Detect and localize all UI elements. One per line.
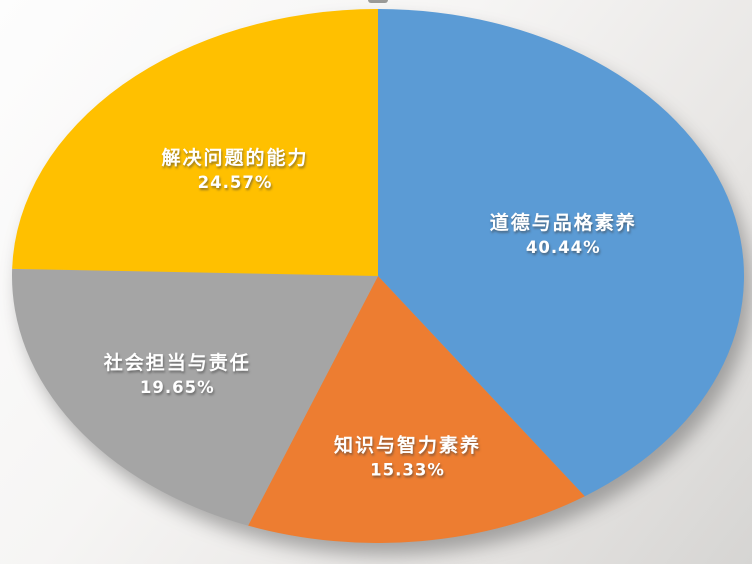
slice-percent: 19.65% bbox=[140, 378, 215, 397]
slice-label: 知识与智力素养 bbox=[334, 433, 481, 456]
slice-label: 道德与品格素养 bbox=[490, 211, 637, 234]
slice-percent: 24.57% bbox=[198, 173, 273, 192]
slice-label: 解决问题的能力 bbox=[161, 146, 308, 169]
slice-label: 社会担当与责任 bbox=[103, 351, 251, 374]
pie-slice-4 bbox=[12, 9, 378, 276]
pie-slice-3 bbox=[11, 268, 379, 526]
pie-slice-2 bbox=[248, 276, 585, 543]
cropped-title-artifact bbox=[368, 0, 388, 3]
slice-percent: 15.33% bbox=[370, 460, 445, 479]
slice-percent: 40.44% bbox=[526, 238, 601, 257]
pie-slice-1 bbox=[378, 9, 745, 497]
